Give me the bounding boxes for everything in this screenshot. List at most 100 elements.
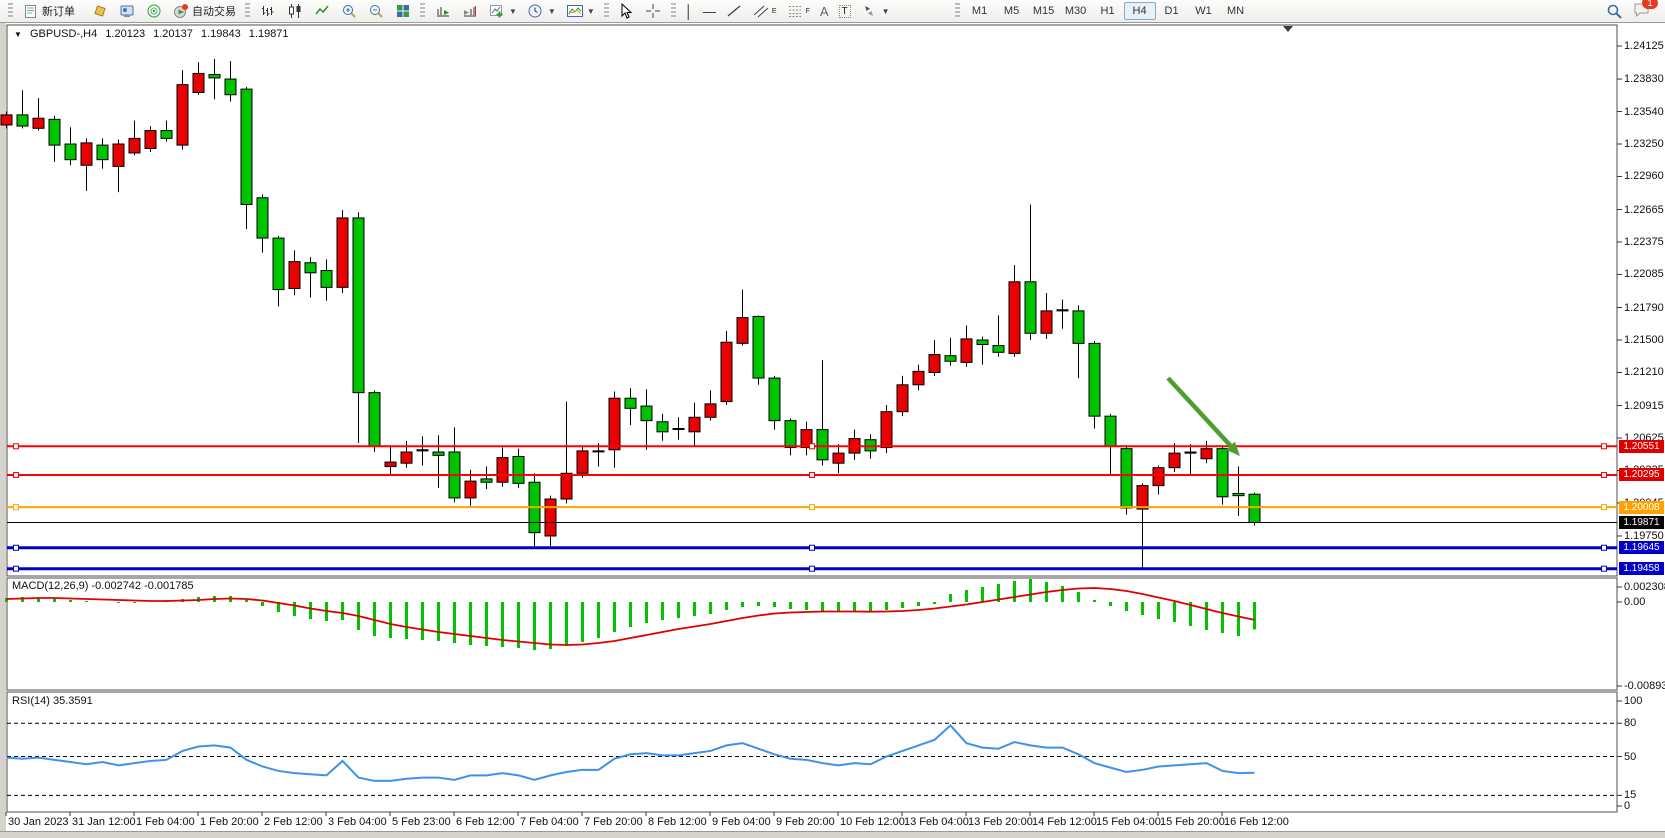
signals-button[interactable] (140, 0, 167, 22)
new-order-button[interactable]: 新订单 (17, 0, 80, 22)
vertical-line-tool-button[interactable]: │ (680, 0, 698, 22)
signal-icon (145, 3, 162, 20)
add-indicator-icon (488, 3, 505, 20)
price-tag: 1.20551 (1619, 439, 1664, 453)
low-value: 1.19843 (200, 28, 241, 40)
channel-icon (753, 3, 770, 20)
price-tick-label: 1.22375 (1624, 236, 1664, 248)
dropdown-caret: ▼ (509, 6, 517, 16)
text-tool-button[interactable]: A (815, 0, 834, 22)
auto-trading-button[interactable]: 自动交易 (167, 0, 241, 22)
horizontal-line-tool-button[interactable]: — (698, 0, 721, 22)
toolbar-grip[interactable] (8, 3, 13, 19)
chart-shift-button[interactable] (429, 0, 456, 22)
trendline-tool-button[interactable] (721, 0, 748, 22)
rsi-label: RSI(14) 35.3591 (12, 695, 93, 707)
status-strip (0, 831, 1665, 838)
timeframe-h4[interactable]: H4 (1123, 2, 1156, 20)
toolbar-grip[interactable] (420, 3, 425, 19)
timeframe-d1[interactable]: D1 (1164, 5, 1179, 17)
price-tag: 1.19458 (1619, 562, 1664, 576)
history-center-button[interactable] (86, 0, 113, 22)
notifications-button[interactable]: 1 (1633, 0, 1658, 20)
auto-scroll-button[interactable] (456, 0, 483, 22)
notification-badge: 1 (1642, 0, 1658, 9)
fibonacci-tool-button[interactable]: F (782, 0, 815, 22)
price-tick-label: 1.22085 (1624, 268, 1664, 281)
chart-menu-arrow-icon[interactable]: ▼ (14, 30, 22, 39)
market-watch-button[interactable] (113, 0, 140, 22)
timeframe-w1[interactable]: W1 (1195, 5, 1212, 17)
dropdown-caret: ▼ (547, 6, 556, 16)
timeframe-mn[interactable]: MN (1226, 5, 1245, 17)
templates-button[interactable]: ▼ (561, 0, 600, 22)
price-tag: 1.20008 (1619, 500, 1664, 514)
price-tick-label: 1.23830 (1624, 73, 1664, 86)
time-axis-label: 8 Feb 12:00 (648, 816, 707, 828)
macd-name: MACD(12,26,9) (12, 580, 89, 592)
cursor-tool-button[interactable] (613, 0, 640, 22)
auto-trading-icon (172, 3, 189, 20)
vertical-line-icon: │ (684, 3, 693, 19)
zoom-in-button[interactable] (335, 0, 362, 22)
time-axis-label: 1 Feb 04:00 (136, 816, 195, 828)
cursor-icon (618, 3, 635, 20)
time-axis-label: 7 Feb 20:00 (584, 816, 643, 828)
timeframe-m5[interactable]: M5 (1003, 5, 1020, 17)
tile-windows-button[interactable] (389, 0, 416, 22)
search-icon[interactable] (1606, 3, 1623, 20)
zoom-out-button[interactable] (362, 0, 389, 22)
rsi-value: 35.3591 (52, 695, 93, 707)
candlestick-chart-icon (286, 3, 303, 20)
zoom-in-icon (340, 3, 357, 20)
rsi-name: RSI(14) (12, 695, 50, 707)
terminal-icon (118, 3, 135, 20)
symbol-period-label: GBPUSD-,H4 (29, 28, 98, 40)
open-value: 1.20123 (105, 28, 146, 40)
bar-chart-icon (259, 3, 276, 20)
horizontal-line-icon: — (702, 3, 716, 19)
time-axis-label: 13 Feb 04:00 (904, 816, 969, 828)
crosshair-tool-button[interactable] (640, 0, 667, 22)
toolbar-grip[interactable] (603, 3, 609, 19)
price-tick-label: 1.21210 (1624, 366, 1664, 379)
candlestick-chart-button[interactable] (281, 0, 308, 22)
time-axis-label: 15 Feb 20:00 (1160, 816, 1225, 828)
price-tag: 1.19871 (1619, 515, 1664, 529)
toolbar-grip[interactable] (245, 3, 250, 19)
toolbar-grip[interactable] (954, 3, 960, 19)
timeframe-m1[interactable]: M1 (971, 5, 988, 17)
time-axis-label: 1 Feb 20:00 (200, 816, 259, 828)
arrows-tool-button[interactable]: ▼ (856, 0, 895, 22)
text-tool-icon: A (819, 3, 829, 19)
text-label-icon: T (838, 4, 851, 18)
macd-signal-value: -0.001785 (144, 580, 194, 592)
text-label-tool-button[interactable]: T (834, 0, 856, 22)
gold-icon (91, 3, 108, 20)
time-axis-label: 9 Feb 04:00 (712, 816, 771, 828)
trendline-icon (726, 3, 743, 20)
chart-title: ▼ GBPUSD-,H4 1.20123 1.20137 1.19843 1.1… (14, 28, 294, 40)
dropdown-caret: ▼ (586, 6, 595, 16)
rsi-axis-label: 80 (1624, 717, 1637, 730)
rsi-axis-label: 100 (1624, 695, 1643, 707)
time-axis-label: 14 Feb 12:00 (1032, 816, 1097, 828)
line-chart-button[interactable] (308, 0, 335, 22)
bar-chart-button[interactable] (254, 0, 281, 22)
timeframe-m30[interactable]: M30 (1064, 5, 1087, 17)
toolbar-grip[interactable] (670, 3, 676, 19)
clock-icon (527, 3, 544, 20)
add-indicator-button[interactable]: ▼ (483, 0, 522, 22)
arrows-icon (861, 3, 878, 20)
macd-axis-label: 0.002308 (1624, 581, 1665, 593)
price-tick-label: 1.24125 (1624, 40, 1664, 52)
timeframe-toolbar: M1 M5 M15 M30 H1 H4 D1 W1 MN (964, 2, 1252, 20)
timeframe-m15[interactable]: M15 (1032, 5, 1055, 17)
timeframe-h1[interactable]: H1 (1100, 5, 1115, 17)
price-tick-label: 1.19750 (1624, 530, 1664, 542)
channel-tool-button[interactable]: E (748, 0, 782, 22)
periods-button[interactable]: ▼ (522, 0, 561, 22)
auto-trading-label: 自动交易 (192, 6, 236, 18)
